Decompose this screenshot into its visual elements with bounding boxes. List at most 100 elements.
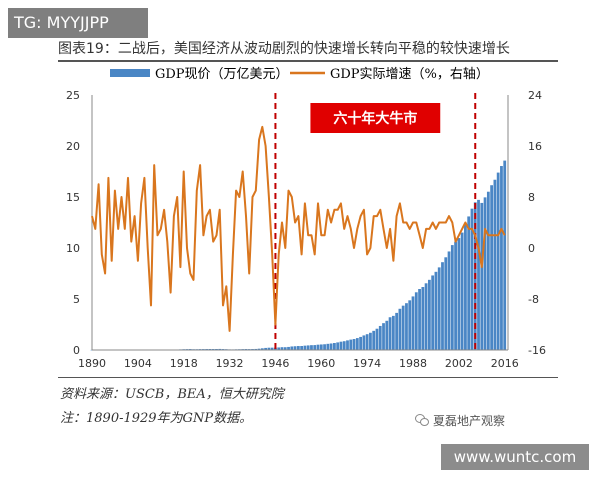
gdp-bar	[411, 296, 415, 350]
gdp-bar	[290, 346, 294, 350]
annotation-box: 六十年大牛市	[310, 103, 441, 133]
gdp-bar	[408, 300, 412, 350]
gdp-bar	[346, 340, 349, 350]
gdp-bar	[493, 179, 497, 350]
x-tick-label: 1890	[78, 357, 106, 370]
left-tick-label: 15	[66, 191, 80, 204]
gdp-bar	[257, 348, 261, 350]
gdp-bar	[500, 166, 503, 350]
wechat-icon	[415, 413, 429, 427]
bottom-rule	[58, 377, 558, 378]
gdp-bar	[490, 185, 494, 350]
x-tick-label: 1960	[307, 357, 335, 370]
gdp-bar	[342, 341, 346, 350]
gdp-bar	[483, 197, 487, 350]
gdp-bar	[316, 344, 320, 350]
gdp-bar	[339, 341, 343, 350]
gdp-bar	[349, 339, 353, 350]
tg-badge: TG: MYYJJPP	[8, 8, 148, 38]
gdp-bar	[457, 238, 461, 350]
right-tick-label: 8	[528, 191, 535, 204]
gdp-chart: GDP现价（万亿美元） GDP实际增速（%，右轴） 六十年大牛市 0 5 10 15 2…	[66, 67, 546, 370]
gdp-bar	[283, 347, 287, 350]
gdp-bar	[280, 347, 284, 350]
right-tick-label: 24	[528, 89, 542, 102]
right-tick-label: 0	[528, 242, 535, 255]
gdp-bar	[313, 345, 317, 350]
gdp-bar	[437, 267, 441, 350]
gdp-bar	[460, 232, 464, 350]
gdp-bar	[391, 315, 395, 350]
gdp-bar	[287, 346, 290, 350]
gdp-bar	[369, 332, 372, 350]
gdp-bars	[90, 160, 507, 351]
left-tick-label: 25	[66, 89, 80, 102]
gdp-bar	[303, 345, 307, 350]
gdp-bar	[260, 348, 264, 350]
gdp-bar	[424, 283, 428, 350]
gdp-bar	[395, 312, 399, 350]
gdp-bar	[306, 345, 310, 350]
x-tick-label: 2002	[445, 357, 473, 370]
gdp-bar	[382, 323, 385, 350]
gdp-bar	[300, 346, 304, 350]
gdp-bar	[470, 208, 474, 350]
growth-line	[91, 125, 506, 332]
gdp-bar	[355, 338, 359, 350]
chart-legend: GDP现价（万亿美元） GDP实际增速（%，右轴）	[110, 67, 489, 82]
gdp-bar	[385, 320, 389, 350]
gdp-bar	[503, 160, 507, 350]
gdp-bar	[254, 348, 258, 350]
gdp-bar	[352, 339, 356, 350]
gdp-bar	[496, 172, 500, 350]
gdp-bar	[405, 303, 408, 350]
left-tick-label: 20	[66, 140, 80, 153]
gdp-bar	[414, 292, 418, 350]
gdp-bar	[401, 305, 405, 350]
gdp-bar	[270, 347, 274, 350]
gdp-bar	[464, 224, 467, 350]
wechat-label: 夏磊地产观察	[433, 413, 506, 428]
wechat-account: 夏磊地产观察	[415, 411, 505, 429]
watermark: www.wuntc.com	[441, 444, 589, 470]
gdp-bar	[359, 336, 362, 350]
gdp-bar	[378, 325, 382, 350]
gdp-bar	[427, 279, 431, 350]
gdp-bar	[434, 271, 438, 350]
gdp-bar	[267, 347, 271, 350]
gdp-bar	[293, 346, 297, 350]
x-tick-label: 1918	[170, 357, 198, 370]
gdp-bar	[326, 343, 330, 350]
annotation-text: 六十年大牛市	[333, 110, 417, 127]
x-tick-label: 1904	[124, 357, 152, 370]
gdp-bar	[365, 334, 369, 350]
gdp-bar	[486, 191, 490, 350]
left-tick-label: 0	[73, 344, 80, 357]
x-tick-label: 1988	[399, 357, 427, 370]
gdp-bar	[418, 289, 421, 350]
annotation-bg	[310, 103, 441, 133]
title-rule	[58, 60, 558, 62]
gdp-bar	[375, 328, 379, 350]
legend-line-label: GDP实际增速（%，右轴）	[330, 67, 489, 82]
gdp-bar	[444, 257, 448, 350]
gdp-bar	[296, 346, 300, 350]
x-tick-label: 2016	[491, 357, 519, 370]
gdp-bar	[477, 199, 480, 350]
legend-bar-label: GDP现价（万亿美元）	[155, 67, 289, 82]
x-tick-label: 1932	[216, 357, 244, 370]
x-tick-label: 1974	[353, 357, 381, 370]
legend-bar-swatch	[110, 69, 150, 77]
gdp-bar	[372, 330, 376, 350]
gdp-bar	[388, 317, 392, 350]
gdp-bar	[480, 202, 484, 350]
gdp-bar	[319, 344, 323, 350]
gdp-bar	[323, 344, 326, 350]
right-tick-label: 16	[528, 140, 542, 153]
gdp-bar	[277, 347, 281, 350]
gdp-bar	[441, 262, 444, 350]
gdp-bar	[264, 347, 267, 350]
gdp-bar	[450, 245, 454, 350]
gdp-bar	[454, 241, 457, 350]
gdp-bar	[329, 343, 333, 350]
